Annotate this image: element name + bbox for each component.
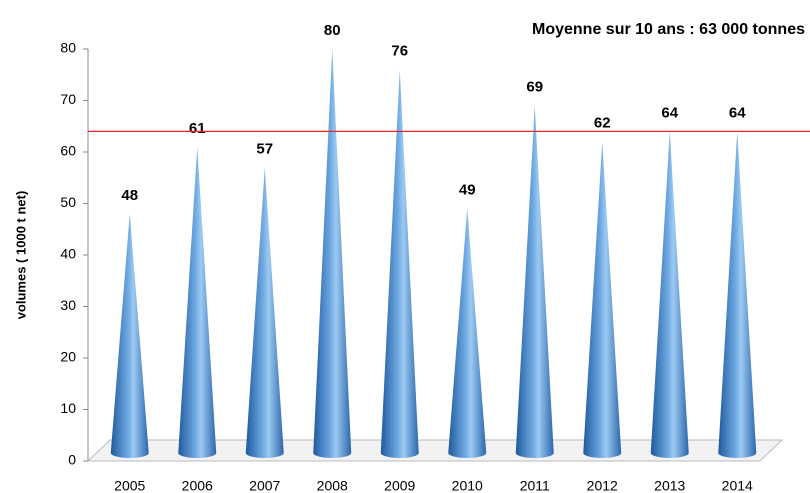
bar (110, 213, 149, 458)
y-tick-label: 80 (60, 40, 76, 56)
x-tick-label: 2008 (317, 478, 348, 493)
data-label: 62 (594, 115, 611, 132)
y-tick-label: 50 (60, 194, 76, 210)
y-tick-label: 0 (68, 452, 76, 468)
x-tick-label: 2009 (384, 478, 415, 493)
bar (448, 208, 487, 458)
data-label: 69 (526, 79, 543, 96)
y-tick-label: 70 (60, 91, 76, 107)
data-label: 49 (459, 182, 476, 199)
data-label: 61 (189, 120, 206, 137)
bar (718, 131, 757, 458)
y-tick-label: 20 (60, 349, 76, 365)
x-tick-label: 2006 (182, 478, 213, 493)
y-tick-label: 40 (60, 246, 76, 262)
x-tick-label: 2014 (722, 478, 753, 493)
y-axis-label: volumes ( 1000 t net) (13, 191, 28, 320)
y-tick-label: 30 (60, 297, 76, 313)
data-label: 64 (661, 104, 678, 121)
bar (178, 146, 217, 458)
chart-title: Moyenne sur 10 ans : 63 000 tonnes (532, 21, 805, 38)
x-tick-label: 2007 (249, 478, 280, 493)
x-tick-label: 2012 (587, 478, 618, 493)
bar (650, 131, 689, 458)
bar (380, 69, 419, 458)
y-tick-label: 10 (60, 400, 76, 416)
bar (515, 105, 554, 459)
x-tick-label: 2013 (654, 478, 685, 493)
x-tick-label: 2005 (114, 478, 145, 493)
y-tick-label: 60 (60, 143, 76, 159)
data-label: 80 (324, 22, 341, 39)
bar (313, 49, 352, 458)
data-label: 48 (121, 187, 138, 204)
bar (245, 167, 284, 458)
x-tick-label: 2011 (520, 478, 550, 493)
data-label: 57 (256, 140, 273, 157)
data-label: 76 (391, 43, 408, 60)
x-tick-label: 2010 (452, 478, 483, 493)
data-label: 64 (729, 104, 746, 121)
bar (583, 141, 622, 458)
